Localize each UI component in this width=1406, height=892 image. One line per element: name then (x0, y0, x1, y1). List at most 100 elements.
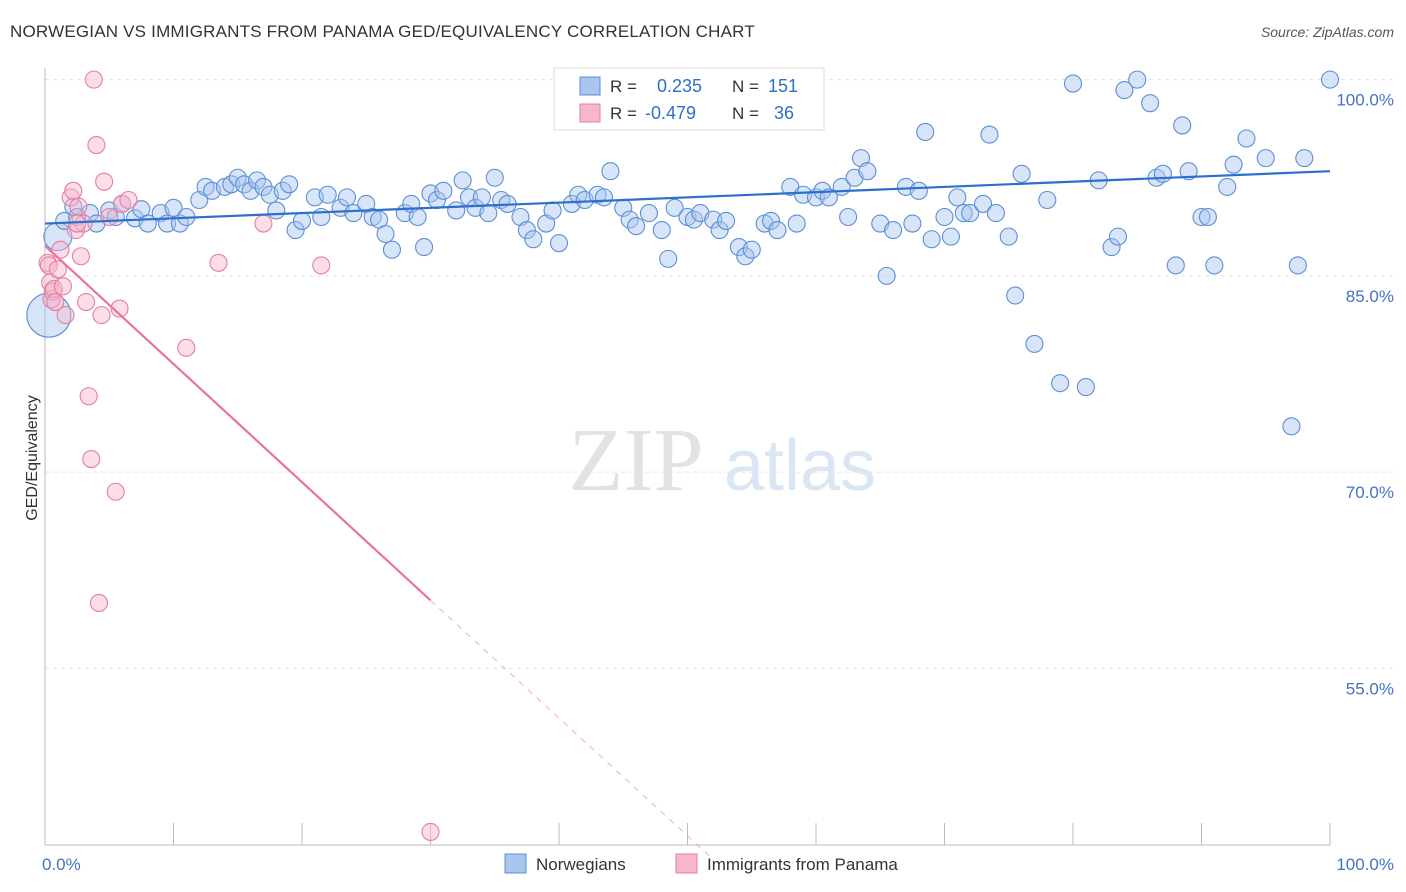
point-norwegian-83 (704, 210, 723, 229)
point-panama-10 (56, 306, 75, 325)
point-panama-22 (89, 593, 109, 613)
point-norwegian-91 (768, 221, 787, 240)
point-norwegian-56 (472, 188, 491, 207)
series-legend-swatch-norwegians (504, 853, 527, 874)
point-norwegian-64 (537, 214, 556, 233)
y-tick-label-2: 70.0% (1346, 483, 1394, 502)
point-norwegian-22 (222, 175, 241, 194)
point-norwegian-132 (1141, 94, 1160, 113)
y-tick-label-0: 100.0% (1336, 91, 1394, 110)
legend-n-label-norwegians: N = (732, 77, 759, 96)
point-norwegian-44 (382, 240, 402, 259)
chart-title: NORWEGIAN VS IMMIGRANTS FROM PANAMA GED/… (10, 22, 755, 41)
point-panama-31 (209, 253, 228, 272)
point-panama-20 (84, 70, 103, 89)
point-norwegian-135 (1166, 256, 1185, 275)
point-norwegian-78 (659, 249, 678, 268)
trendlines (44, 170, 1331, 860)
point-panama-27 (110, 299, 129, 318)
point-norwegian-39 (344, 204, 363, 223)
point-norwegian-116 (973, 194, 993, 213)
point-norwegian-113 (948, 188, 967, 207)
point-norwegian-122 (1025, 334, 1044, 353)
point-panama-15 (71, 247, 91, 266)
legend-n-value-panama: 36 (774, 103, 794, 123)
legend-r-value-norwegians: 0.235 (657, 76, 702, 96)
point-panama-25 (100, 207, 119, 227)
point-norwegian-99 (839, 207, 858, 227)
point-norwegian-139 (1198, 207, 1217, 227)
point-norwegian-53 (453, 171, 472, 190)
point-norwegian-124 (1051, 374, 1070, 393)
legend-n-label-panama: N = (732, 104, 759, 123)
legend-n-value-norwegians: 151 (768, 76, 798, 96)
y-tick-label-1: 85.0% (1346, 287, 1394, 306)
point-norwegian-138 (1192, 207, 1211, 227)
point-norwegian-110 (922, 230, 941, 249)
point-norwegian-119 (999, 227, 1018, 246)
point-norwegian-117 (980, 125, 999, 144)
point-norwegian-65 (543, 201, 562, 220)
y-axis-label: GED/Equivalency (24, 395, 41, 520)
point-norwegian-15 (164, 198, 183, 217)
point-norwegian-130 (1115, 81, 1134, 100)
point-norwegian-84 (710, 221, 729, 240)
watermark-zip: ZIP (569, 411, 704, 510)
point-panama-19 (82, 449, 101, 469)
point-norwegian-101 (851, 149, 871, 168)
point-norwegian-72 (601, 162, 620, 181)
point-norwegian-0 (26, 292, 72, 338)
legend-r-label-norwegians: R = (610, 77, 637, 96)
point-norwegian-88 (742, 240, 761, 259)
point-norwegian-140 (1205, 256, 1224, 275)
watermark-atlas: atlas (724, 426, 876, 506)
point-norwegian-108 (909, 181, 928, 200)
point-norwegian-125 (1063, 74, 1083, 93)
point-norwegian-18 (190, 190, 209, 210)
point-panama-24 (95, 172, 114, 191)
point-norwegian-147 (1295, 149, 1314, 168)
point-panama-29 (119, 190, 138, 210)
trendline-panama (44, 244, 432, 602)
point-norwegian-145 (1282, 417, 1301, 436)
series-legend-swatch-panama (675, 853, 698, 874)
point-norwegian-58 (485, 168, 504, 187)
point-norwegian-57 (479, 204, 498, 223)
point-norwegian-38 (337, 188, 357, 207)
point-norwegian-121 (1012, 164, 1031, 183)
point-norwegian-136 (1173, 116, 1192, 135)
point-norwegian-77 (652, 221, 671, 240)
point-norwegian-71 (594, 188, 614, 207)
point-panama-16 (74, 214, 93, 233)
point-norwegian-112 (941, 227, 960, 246)
point-norwegian-102 (858, 162, 877, 181)
point-norwegian-142 (1224, 155, 1243, 174)
source-credit: Source: ZipAtlas.com (1260, 24, 1394, 40)
point-norwegian-62 (517, 221, 536, 240)
point-panama-30 (177, 338, 196, 357)
stats-legend: R = 0.235 N = 151 R = -0.479 N = 36 (553, 67, 825, 131)
point-norwegian-123 (1038, 190, 1057, 210)
point-norwegian-146 (1288, 256, 1307, 275)
point-norwegian-30 (273, 181, 292, 200)
point-norwegian-63 (524, 230, 543, 249)
point-panama-12 (64, 181, 83, 200)
series-legend-label-norwegians: Norwegians (536, 855, 626, 874)
point-norwegian-107 (903, 214, 922, 233)
point-panama-34 (421, 822, 440, 841)
point-norwegian-129 (1108, 227, 1128, 246)
point-norwegian-74 (620, 210, 639, 229)
point-norwegian-47 (408, 207, 427, 227)
x-tick-label-right: 100.0% (1336, 855, 1394, 874)
y-tick-labels: 100.0% 85.0% 70.0% 55.0% (1336, 91, 1394, 699)
point-norwegian-23 (228, 168, 247, 187)
point-norwegian-93 (787, 214, 806, 233)
point-norwegian-141 (1218, 177, 1237, 196)
point-norwegian-40 (357, 194, 376, 213)
point-norwegian-97 (819, 188, 838, 207)
point-panama-6 (46, 292, 65, 312)
point-panama-7 (48, 260, 67, 279)
point-norwegian-52 (447, 201, 466, 220)
series-legend-label-panama: Immigrants from Panama (707, 855, 898, 874)
point-norwegian-118 (986, 204, 1005, 223)
